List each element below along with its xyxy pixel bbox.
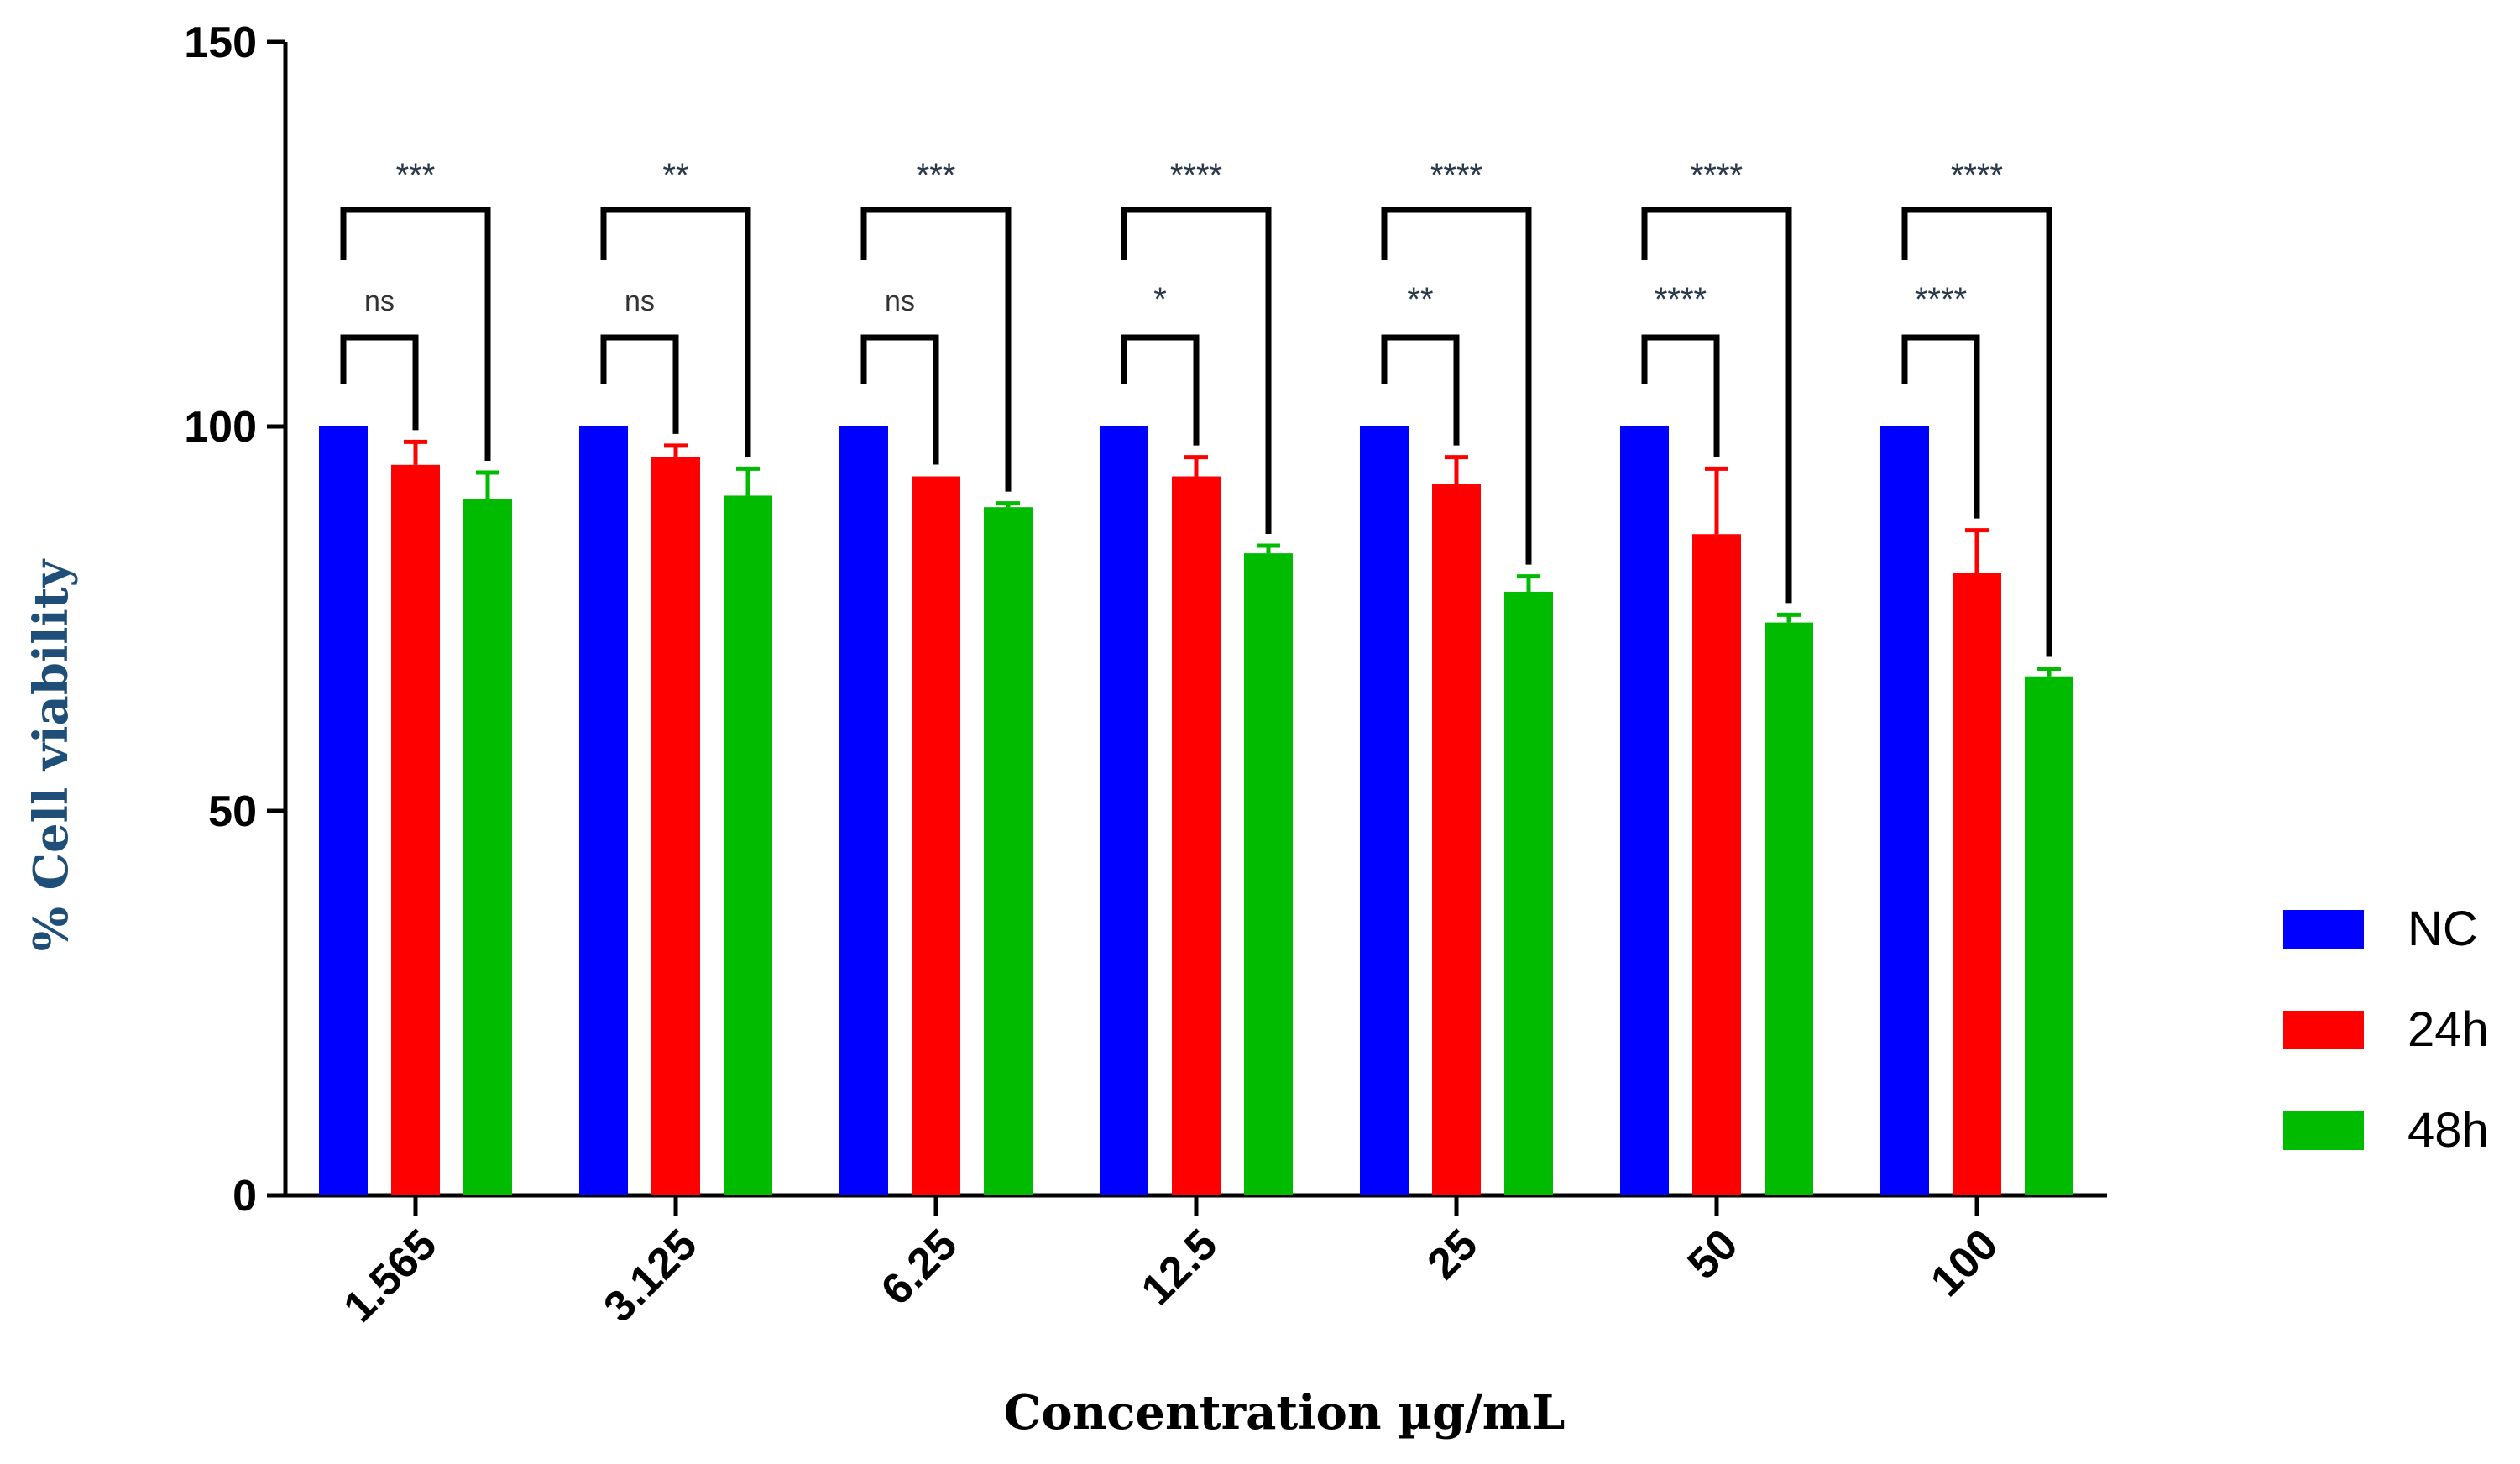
bar	[1244, 553, 1293, 1195]
bar	[1765, 622, 1813, 1195]
legend-label: NC	[2408, 902, 2478, 956]
x-tick-label: 12.5	[1132, 1220, 1227, 1315]
bars	[319, 426, 2073, 1195]
legend-label: 48h	[2408, 1103, 2489, 1158]
x-tick-label: 1.565	[334, 1220, 446, 1331]
bracket-nc-vs-24h	[860, 334, 939, 465]
x-tick-label: 25	[1419, 1220, 1487, 1289]
bar	[1360, 426, 1409, 1195]
y-tick-label: 50	[208, 787, 257, 836]
x-axis-title: Concentration µg/mL	[1004, 1385, 1566, 1440]
significance-label: ns	[364, 285, 395, 317]
bracket-nc-vs-48h	[1121, 207, 1272, 534]
significance-label: **	[1407, 281, 1433, 318]
bracket-nc-vs-24h	[600, 334, 679, 434]
legend: NC 24h 48h	[2283, 902, 2489, 1158]
significance-label: ****	[1951, 157, 2003, 194]
bar	[1953, 573, 2001, 1195]
significance-label: ***	[396, 157, 436, 194]
bracket-nc-vs-24h	[1381, 334, 1460, 446]
bar	[1692, 534, 1741, 1195]
bar	[2025, 676, 2073, 1195]
x-axis-tick-labels: 1.565 3.125 6.25 12.5 25 50 100	[334, 1220, 2007, 1331]
significance-label: *	[1153, 281, 1167, 318]
bracket-nc-vs-24h	[1901, 334, 1980, 519]
bracket-nc-vs-48h	[1641, 207, 1792, 604]
bar	[839, 426, 888, 1195]
bracket-nc-vs-48h	[600, 207, 751, 458]
significance-label: ****	[1915, 281, 1967, 318]
bar	[984, 507, 1033, 1195]
bracket-nc-vs-24h	[340, 334, 419, 431]
bar	[651, 457, 700, 1195]
x-tick-label: 50	[1679, 1220, 1748, 1289]
significance-label: ns	[625, 285, 655, 317]
bar	[1172, 476, 1221, 1195]
bracket-nc-vs-48h	[860, 207, 1012, 492]
bracket-nc-vs-48h	[1901, 207, 2052, 657]
significance-label: ns	[885, 285, 915, 317]
bar	[579, 426, 628, 1195]
legend-swatch	[2283, 910, 2364, 949]
bar	[1620, 426, 1669, 1195]
bar	[1100, 426, 1148, 1195]
significance-brackets: ***ns**ns***ns**************************…	[340, 157, 2052, 657]
y-axis-title: % Cell viability	[24, 558, 79, 951]
x-tick-label: 100	[1921, 1220, 2007, 1305]
bracket-nc-vs-48h	[1381, 207, 1532, 565]
bar	[1880, 426, 1929, 1195]
bar	[912, 476, 960, 1195]
bar	[1432, 484, 1481, 1195]
bar	[463, 499, 512, 1195]
significance-label: ****	[1170, 157, 1222, 194]
bar	[724, 495, 772, 1195]
significance-label: ***	[917, 157, 956, 194]
bar	[1504, 591, 1553, 1195]
x-tick-label: 6.25	[872, 1220, 967, 1315]
y-tick-label: 0	[233, 1172, 257, 1221]
significance-label: **	[662, 157, 688, 194]
significance-label: ****	[1430, 157, 1482, 194]
bar	[319, 426, 368, 1195]
bracket-nc-vs-24h	[1641, 334, 1720, 458]
x-tick-label: 3.125	[594, 1220, 706, 1331]
y-tick-label: 150	[184, 18, 257, 67]
y-tick-label: 100	[184, 403, 257, 452]
legend-label: 24h	[2408, 1002, 2489, 1057]
legend-swatch	[2283, 1111, 2364, 1150]
significance-label: ****	[1655, 281, 1707, 318]
legend-swatch	[2283, 1011, 2364, 1049]
bracket-nc-vs-48h	[340, 207, 491, 461]
bar	[391, 464, 440, 1195]
significance-label: ****	[1691, 157, 1743, 194]
bracket-nc-vs-24h	[1121, 334, 1200, 446]
